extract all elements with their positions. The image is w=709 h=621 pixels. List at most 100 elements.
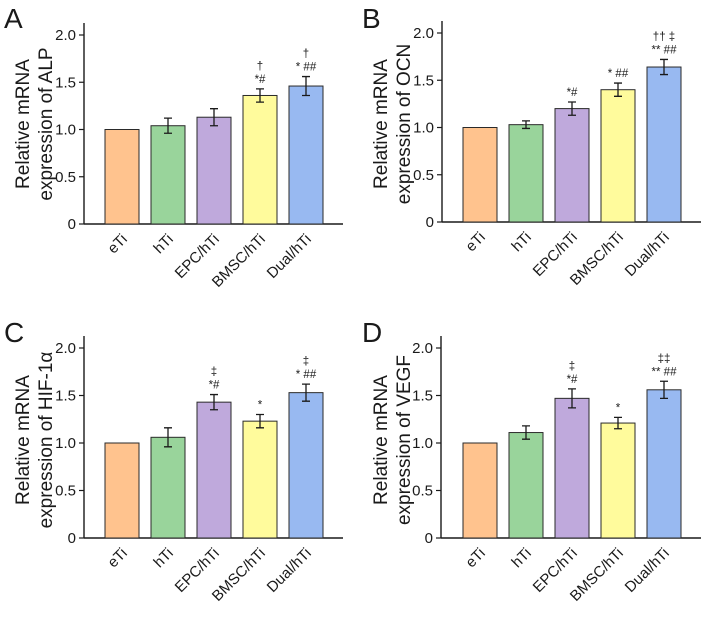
error-bar: [256, 88, 264, 103]
y-tick-label: 1.5: [55, 74, 76, 91]
y-tick-label: 1.5: [55, 388, 76, 405]
significance-label: †† ‡: [653, 31, 675, 43]
y-axis-label-line: Relative mRNA: [371, 375, 392, 505]
y-tick-label: 1.5: [412, 388, 433, 405]
chart-panel-d: D Relative mRNA expression of VEGF 0 0.5 1.0 1…: [362, 317, 701, 605]
error-bar: [164, 117, 172, 134]
bar-dual-hti: [288, 392, 324, 539]
significance-label: * ##: [608, 68, 629, 80]
y-tick-label: 1.5: [413, 72, 434, 89]
bar-dual-hti: [646, 66, 682, 223]
bar-hti: [508, 432, 544, 539]
error-bar: [614, 82, 622, 97]
y-axis-label-line: Relative mRNA: [371, 59, 392, 189]
panel-letter: A: [4, 3, 23, 34]
significance-label: * ##: [296, 62, 317, 74]
y-axis-label-line: expression of ALP: [36, 47, 57, 200]
y-tick-label: 1.0: [412, 435, 433, 452]
error-bar: [614, 416, 622, 430]
significance-label: *#: [567, 374, 578, 386]
significance-label: ‡: [569, 361, 575, 373]
y-tick-label: 0: [68, 216, 76, 233]
x-category-label: hTi: [150, 545, 176, 571]
bar-dual-hti: [646, 389, 682, 539]
error-bar: [660, 380, 668, 399]
bar-bmsc-hti: [242, 420, 278, 539]
error-bar: [210, 393, 218, 411]
panel-letter: C: [4, 317, 24, 348]
y-axis-label: Relative mRNA expression of OCN: [371, 44, 415, 205]
chart-panel-c: C Relative mRNA expression of HIF-1α 0 0.5 1.…: [4, 317, 343, 605]
significance-label: ** ##: [652, 366, 678, 378]
significance-label: ‡: [303, 356, 309, 368]
x-category-label: eTi: [104, 545, 130, 571]
bar-eti: [104, 442, 140, 539]
significance-label: *: [258, 400, 263, 412]
y-axis-label-line: Relative mRNA: [13, 375, 34, 505]
significance-label: †: [257, 61, 263, 73]
y-tick-label: 0.5: [55, 169, 76, 186]
significance-label: *#: [567, 87, 578, 99]
significance-label: * ##: [296, 369, 317, 381]
y-axis-label-line: Relative mRNA: [13, 59, 34, 189]
bar-bmsc-hti: [242, 94, 278, 225]
y-tick-label: 1.0: [55, 435, 76, 452]
bar-bmsc-hti: [600, 422, 636, 539]
error-bar: [256, 413, 264, 429]
x-category-label: hTi: [508, 545, 534, 571]
chart-panel-b: B Relative mRNA expression of OCN 0 0.5 1.0 1.…: [362, 3, 701, 289]
panel-letter: B: [362, 3, 381, 34]
significance-label: ‡‡: [658, 353, 671, 365]
significance-label: †: [303, 49, 309, 61]
y-tick-label: 1.0: [55, 122, 76, 139]
chart-panel-a: A Relative mRNA expression of ALP 0 0.5 1.0 1.…: [4, 3, 343, 291]
error-bar: [660, 58, 668, 76]
y-tick-label: 0.5: [413, 167, 434, 184]
error-bar: [210, 108, 218, 127]
y-tick-label: 2.0: [412, 340, 433, 357]
y-axis-label: Relative mRNA expression of HIF-1α: [13, 352, 57, 529]
y-axis-label: Relative mRNA expression of VEGF: [371, 355, 415, 525]
y-axis-label-line: expression of VEGF: [394, 355, 415, 525]
bar-hti: [508, 124, 544, 223]
panel-letter: D: [362, 317, 382, 348]
y-axis-label-line: expression of HIF-1α: [36, 352, 57, 529]
error-bar: [302, 75, 310, 97]
y-tick-label: 0: [425, 530, 433, 547]
bar-epc-hti: [554, 108, 590, 223]
x-category-label: eTi: [104, 231, 130, 257]
error-bar: [164, 427, 172, 448]
significance-label: *: [616, 402, 621, 414]
y-tick-label: 0: [68, 530, 76, 547]
bar-epc-hti: [196, 116, 232, 225]
y-tick-label: 2.0: [55, 27, 76, 44]
error-bar: [302, 383, 310, 402]
y-tick-label: 1.0: [413, 120, 434, 137]
bar-epc-hti: [554, 397, 590, 539]
x-category-label: hTi: [508, 229, 534, 255]
x-category-label: Dual/hTi: [622, 545, 673, 596]
bar-epc-hti: [196, 401, 232, 539]
x-category-label: Dual/hTi: [622, 229, 673, 280]
y-axis-label-line: expression of OCN: [394, 44, 415, 205]
bar-bmsc-hti: [600, 89, 636, 223]
bar-hti: [150, 436, 186, 539]
error-bar: [522, 120, 530, 130]
x-category-label: eTi: [462, 229, 488, 255]
y-axis-label: Relative mRNA expression of ALP: [13, 47, 57, 200]
bar-hti: [150, 125, 186, 225]
bar-eti: [104, 129, 140, 225]
x-category-label: hTi: [150, 231, 176, 257]
y-tick-label: 0.5: [412, 483, 433, 500]
y-tick-label: 0.5: [55, 483, 76, 500]
significance-label: ** ##: [652, 44, 678, 56]
x-category-label: Dual/hTi: [264, 231, 315, 282]
significance-label: *#: [255, 74, 266, 86]
y-tick-label: 2.0: [55, 340, 76, 357]
significance-label: ‡: [211, 367, 217, 379]
x-category-label: eTi: [462, 545, 488, 571]
bar-eti: [462, 127, 498, 223]
error-bar: [568, 101, 576, 116]
bar-eti: [462, 442, 498, 539]
error-bar: [568, 388, 576, 409]
